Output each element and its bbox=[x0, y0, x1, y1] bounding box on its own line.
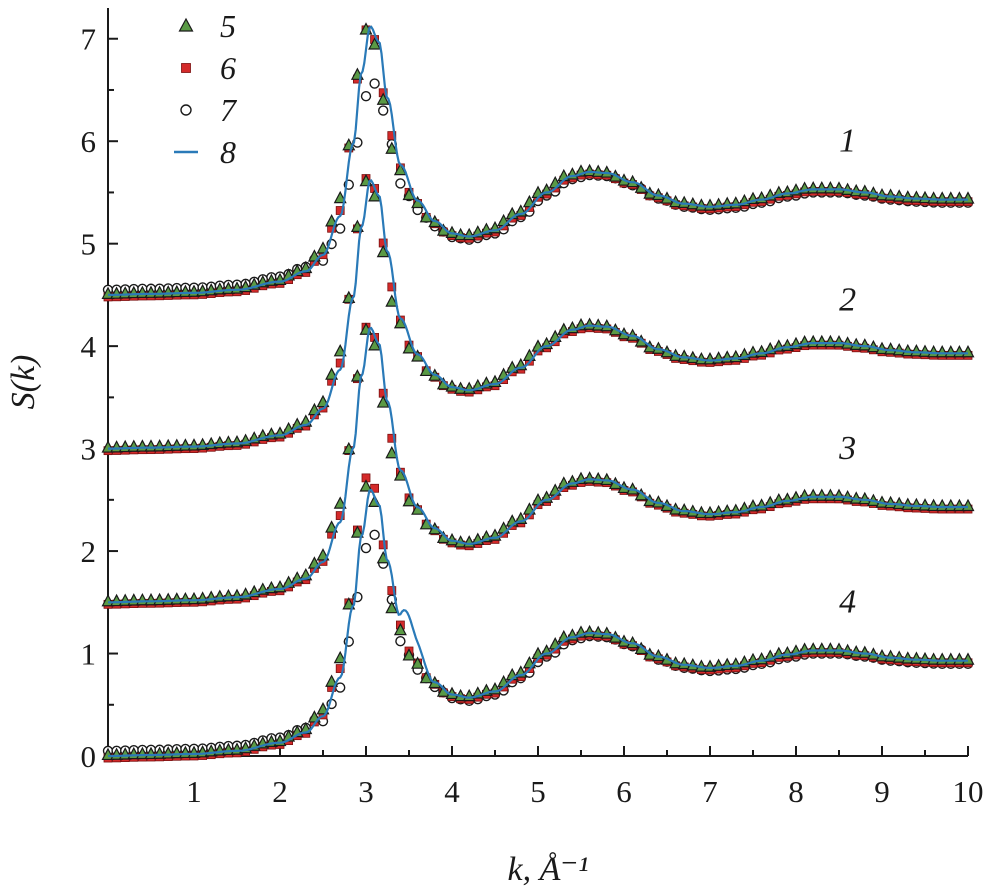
square-marker bbox=[387, 586, 397, 595]
triangle-marker bbox=[359, 479, 373, 492]
legend-label-7: 7 bbox=[220, 92, 238, 128]
x-tick-label: 1 bbox=[186, 774, 202, 809]
y-tick-label: 3 bbox=[81, 432, 97, 467]
curve-labels: 1 2 3 4 bbox=[838, 122, 856, 620]
series-3 bbox=[101, 322, 975, 609]
square-marker bbox=[335, 511, 345, 520]
curve-label-4: 4 bbox=[839, 584, 856, 621]
triangle-marker bbox=[385, 294, 399, 307]
square-marker bbox=[387, 131, 397, 140]
triangle-marker bbox=[316, 702, 330, 715]
legend-circle-marker bbox=[180, 104, 192, 116]
circle-marker bbox=[360, 542, 372, 554]
triangle-marker bbox=[385, 445, 399, 459]
y-tick-label: 5 bbox=[81, 227, 97, 262]
triangle-marker bbox=[350, 525, 364, 538]
circle-marker bbox=[395, 178, 406, 189]
triangle-marker bbox=[385, 600, 399, 614]
triangle-marker bbox=[385, 141, 399, 154]
triangle-marker bbox=[368, 37, 382, 50]
y-tick-label: 2 bbox=[81, 534, 97, 569]
x-tick-label: 2 bbox=[272, 774, 288, 809]
x-axis-title: k, Å⁻¹ bbox=[508, 851, 589, 888]
y-tick-label: 0 bbox=[81, 739, 97, 774]
fit-line bbox=[108, 179, 968, 450]
triangle-marker bbox=[402, 648, 416, 661]
fit-line bbox=[108, 25, 968, 296]
x-tick-label: 8 bbox=[788, 774, 804, 809]
square-marker bbox=[387, 282, 397, 292]
triangle-marker bbox=[411, 656, 425, 669]
circle-marker bbox=[335, 682, 346, 693]
y-tick-label: 7 bbox=[81, 22, 97, 57]
curve-label-1: 1 bbox=[839, 122, 856, 159]
triangle-marker bbox=[333, 190, 347, 204]
series-1 bbox=[101, 22, 975, 302]
triangle-marker bbox=[333, 496, 347, 509]
circle-marker bbox=[378, 105, 389, 116]
legend-triangle-marker bbox=[178, 17, 194, 32]
circle-marker bbox=[369, 529, 380, 541]
triangle-marker bbox=[333, 650, 347, 664]
circle-marker bbox=[369, 78, 380, 89]
series-2 bbox=[101, 173, 975, 456]
x-tick-label: 6 bbox=[616, 774, 632, 809]
x-tick-label: 9 bbox=[874, 774, 890, 809]
triangle-marker bbox=[393, 622, 407, 636]
triangle-marker bbox=[376, 395, 390, 408]
triangle-marker bbox=[325, 674, 339, 687]
fit-line bbox=[108, 326, 968, 604]
series-4 bbox=[101, 473, 975, 763]
series-layer bbox=[101, 22, 975, 763]
curve-label-2: 2 bbox=[839, 281, 856, 318]
legend-square-marker bbox=[181, 63, 191, 73]
x-tick-label: 10 bbox=[953, 774, 984, 809]
legend: 5 6 7 8 bbox=[174, 8, 238, 170]
x-tick-label: 7 bbox=[702, 774, 718, 809]
legend-label-6: 6 bbox=[220, 50, 236, 86]
triangle-marker bbox=[376, 92, 390, 105]
y-tick-label: 4 bbox=[81, 329, 97, 364]
triangle-marker bbox=[333, 344, 347, 357]
y-tick-label: 1 bbox=[81, 637, 97, 672]
x-tick-label: 4 bbox=[444, 774, 460, 809]
legend-label-5: 5 bbox=[220, 8, 236, 44]
legend-label-8: 8 bbox=[220, 134, 236, 170]
triangle-marker bbox=[368, 338, 382, 351]
ticks: 1 2 3 4 5 6 7 8 9 10 0 1 2 3 4 5 6 7 bbox=[81, 22, 984, 809]
circle-marker bbox=[360, 91, 372, 102]
y-tick-label: 6 bbox=[81, 124, 97, 159]
y-axis-title: S(k) bbox=[5, 355, 42, 410]
curve-label-3: 3 bbox=[838, 430, 856, 467]
x-tick-label: 5 bbox=[530, 774, 546, 809]
x-tick-label: 3 bbox=[358, 774, 374, 809]
square-marker bbox=[387, 433, 397, 443]
circle-marker bbox=[395, 636, 406, 647]
square-marker bbox=[335, 664, 345, 673]
fit-line bbox=[108, 488, 968, 758]
square-marker bbox=[335, 358, 345, 368]
